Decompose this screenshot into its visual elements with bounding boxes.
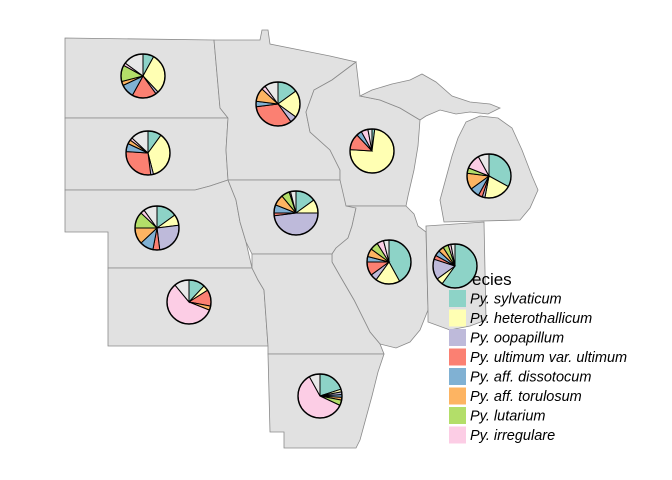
- legend-label: Py. lutarium: [470, 409, 545, 425]
- pie-outline: [466, 153, 512, 199]
- legend-swatch: [449, 309, 466, 327]
- state-missouri: [251, 253, 385, 355]
- pie-outline: [120, 53, 166, 99]
- legend-label: Py. heterothallicum: [470, 311, 592, 327]
- pie-outline: [255, 81, 301, 127]
- pie-north-dakota: [120, 53, 166, 99]
- pie-outline: [432, 243, 478, 289]
- pie-outline: [166, 279, 212, 325]
- pie-wisconsin: [349, 128, 395, 174]
- legend-swatch: [449, 387, 466, 405]
- pie-arkansas: [297, 373, 343, 419]
- legend-label: Py. oopapillum: [470, 331, 564, 347]
- legend-label: Py. aff. torulosum: [470, 389, 582, 405]
- pie-outline: [297, 373, 343, 419]
- legend-label: Py. aff. dissotocum: [470, 370, 591, 386]
- legend-entry: Py. oopapillum: [449, 329, 564, 347]
- pie-michigan: [466, 153, 512, 199]
- pie-minnesota: [255, 81, 301, 127]
- pie-outline: [349, 128, 395, 174]
- pie-south-dakota: [125, 130, 171, 176]
- legend-entry: Py. sylvaticum: [449, 290, 562, 308]
- legend-swatch: [449, 407, 466, 424]
- pie-indiana: [432, 243, 478, 289]
- state-michigan-upper: [358, 73, 501, 121]
- legend-entry: Py. irregulare: [449, 426, 555, 444]
- legend-swatch: [449, 348, 466, 366]
- pie-kansas: [166, 279, 212, 325]
- legend: ecies Py. sylvaticum Py. heterothallicum P…: [449, 270, 627, 444]
- pie-outline: [125, 130, 171, 176]
- pie-illinois: [366, 239, 412, 285]
- legend-swatch: [449, 368, 466, 385]
- pie-outline: [134, 205, 180, 251]
- pie-nebraska: [134, 205, 180, 251]
- pie-layer: [120, 53, 512, 419]
- legend-entry: Py. heterothallicum: [449, 309, 592, 327]
- legend-title: ecies: [472, 270, 512, 289]
- legend-swatch: [449, 426, 466, 444]
- legend-label: Py. sylvaticum: [470, 292, 562, 308]
- legend-entry: Py. ultimum var. ultimum: [449, 348, 627, 366]
- pie-outline: [273, 190, 319, 236]
- legend-swatch: [449, 329, 466, 346]
- legend-entry: Py. lutarium: [449, 407, 545, 425]
- pie-iowa: [273, 190, 319, 236]
- legend-entry: Py. aff. torulosum: [449, 387, 582, 405]
- legend-swatch: [449, 290, 466, 307]
- legend-entry: Py. aff. dissotocum: [449, 368, 591, 386]
- legend-label: Py. ultimum var. ultimum: [470, 350, 627, 366]
- legend-label: Py. irregulare: [470, 428, 555, 444]
- pie-outline: [366, 239, 412, 285]
